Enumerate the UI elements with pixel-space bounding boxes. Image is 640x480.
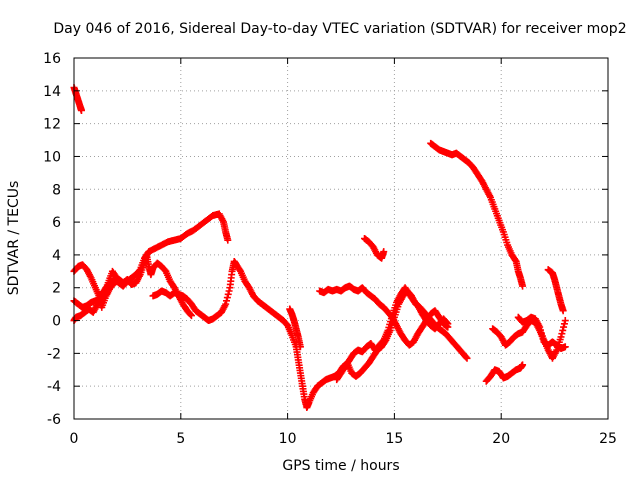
data-point [223,297,231,305]
y-tick-label: -4 [47,379,61,395]
y-tick-label: 4 [52,248,61,264]
series-track-m [514,313,569,352]
data-point [187,312,195,320]
data-point [380,248,388,256]
y-tick-label: -6 [47,412,61,428]
y-tick-label: -2 [47,346,61,362]
data-point [296,343,304,351]
data-point [225,287,233,295]
data-point [77,107,85,115]
series-track-n [544,266,567,315]
y-tick-label: 16 [43,51,61,67]
series-track-j [427,139,527,290]
x-tick-label: 20 [492,431,510,447]
data-point [443,319,451,327]
y-tick-label: 0 [52,314,61,330]
x-tick-label: 25 [599,431,617,447]
data-point [561,317,569,325]
y-tick-labels: -6 -4 -2 0 2 4 6 8 10 12 14 16 [43,51,61,428]
data-point [224,290,232,298]
x-tick-label: 15 [385,431,403,447]
series-track-i [333,284,452,384]
y-tick-label: 2 [52,281,61,297]
data-point [462,353,470,361]
data-point [222,300,230,308]
plot-frame [73,57,609,420]
y-axis-label: SDTVAR / TECUs [6,181,22,296]
data-point [558,330,566,338]
grid [74,58,608,419]
series-track-k [482,361,527,385]
data-point [519,361,527,369]
chart-title: Day 046 of 2016, Sidereal Day-to-day VTE… [53,21,626,37]
series-track-d [70,267,125,311]
data-point [557,333,565,341]
data-point [463,354,471,362]
series-track-g [316,282,452,349]
y-tick-label: 10 [43,149,61,165]
data-point [561,343,569,351]
data-point [117,277,125,285]
data-point [560,323,568,331]
data-point [560,320,568,328]
x-tick-label: 10 [279,431,297,447]
series-track-l [489,317,569,362]
series-track-f [286,305,304,351]
data-point [559,326,567,334]
data-point [224,236,232,244]
series-track-h [360,235,388,262]
series-track-e [149,257,471,412]
data-points [70,84,569,412]
x-axis-label: GPS time / hours [282,458,399,474]
y-tick-label: 12 [43,117,61,133]
x-tick-labels: 0 5 10 15 20 25 [70,431,617,447]
data-point [559,307,567,315]
data-point [519,282,527,290]
x-tick-label: 5 [176,431,185,447]
data-point [444,320,452,328]
y-tick-label: 6 [52,215,61,231]
data-point [511,256,519,264]
y-tick-label: 8 [52,182,61,198]
y-tick-label: 14 [43,84,61,100]
data-point [187,311,195,319]
series-track-a [70,84,85,115]
ticks [73,57,609,420]
data-point [223,294,231,302]
x-tick-label: 0 [70,431,79,447]
